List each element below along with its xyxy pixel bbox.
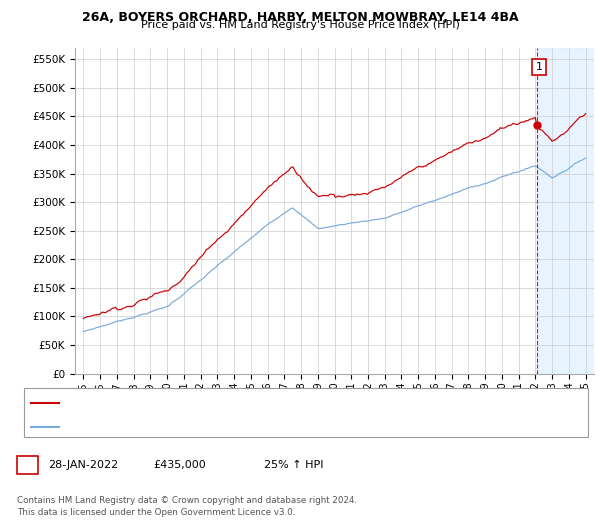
- Text: 1: 1: [24, 459, 31, 472]
- Text: 26A, BOYERS ORCHARD, HARBY, MELTON MOWBRAY, LE14 4BA: 26A, BOYERS ORCHARD, HARBY, MELTON MOWBR…: [82, 11, 518, 24]
- Text: 1: 1: [536, 62, 543, 72]
- Text: Contains HM Land Registry data © Crown copyright and database right 2024.: Contains HM Land Registry data © Crown c…: [17, 496, 357, 505]
- Text: £435,000: £435,000: [153, 461, 206, 470]
- Bar: [537, 48, 594, 374]
- Text: HPI: Average price, detached house, Melton: HPI: Average price, detached house, Melt…: [63, 421, 281, 431]
- Text: Price paid vs. HM Land Registry's House Price Index (HPI): Price paid vs. HM Land Registry's House …: [140, 20, 460, 30]
- Text: This data is licensed under the Open Government Licence v3.0.: This data is licensed under the Open Gov…: [17, 508, 295, 517]
- Text: 25% ↑ HPI: 25% ↑ HPI: [264, 461, 323, 470]
- Text: 26A, BOYERS ORCHARD, HARBY, MELTON MOWBRAY, LE14 4BA (detached house): 26A, BOYERS ORCHARD, HARBY, MELTON MOWBR…: [63, 398, 467, 408]
- Text: 28-JAN-2022: 28-JAN-2022: [48, 461, 118, 470]
